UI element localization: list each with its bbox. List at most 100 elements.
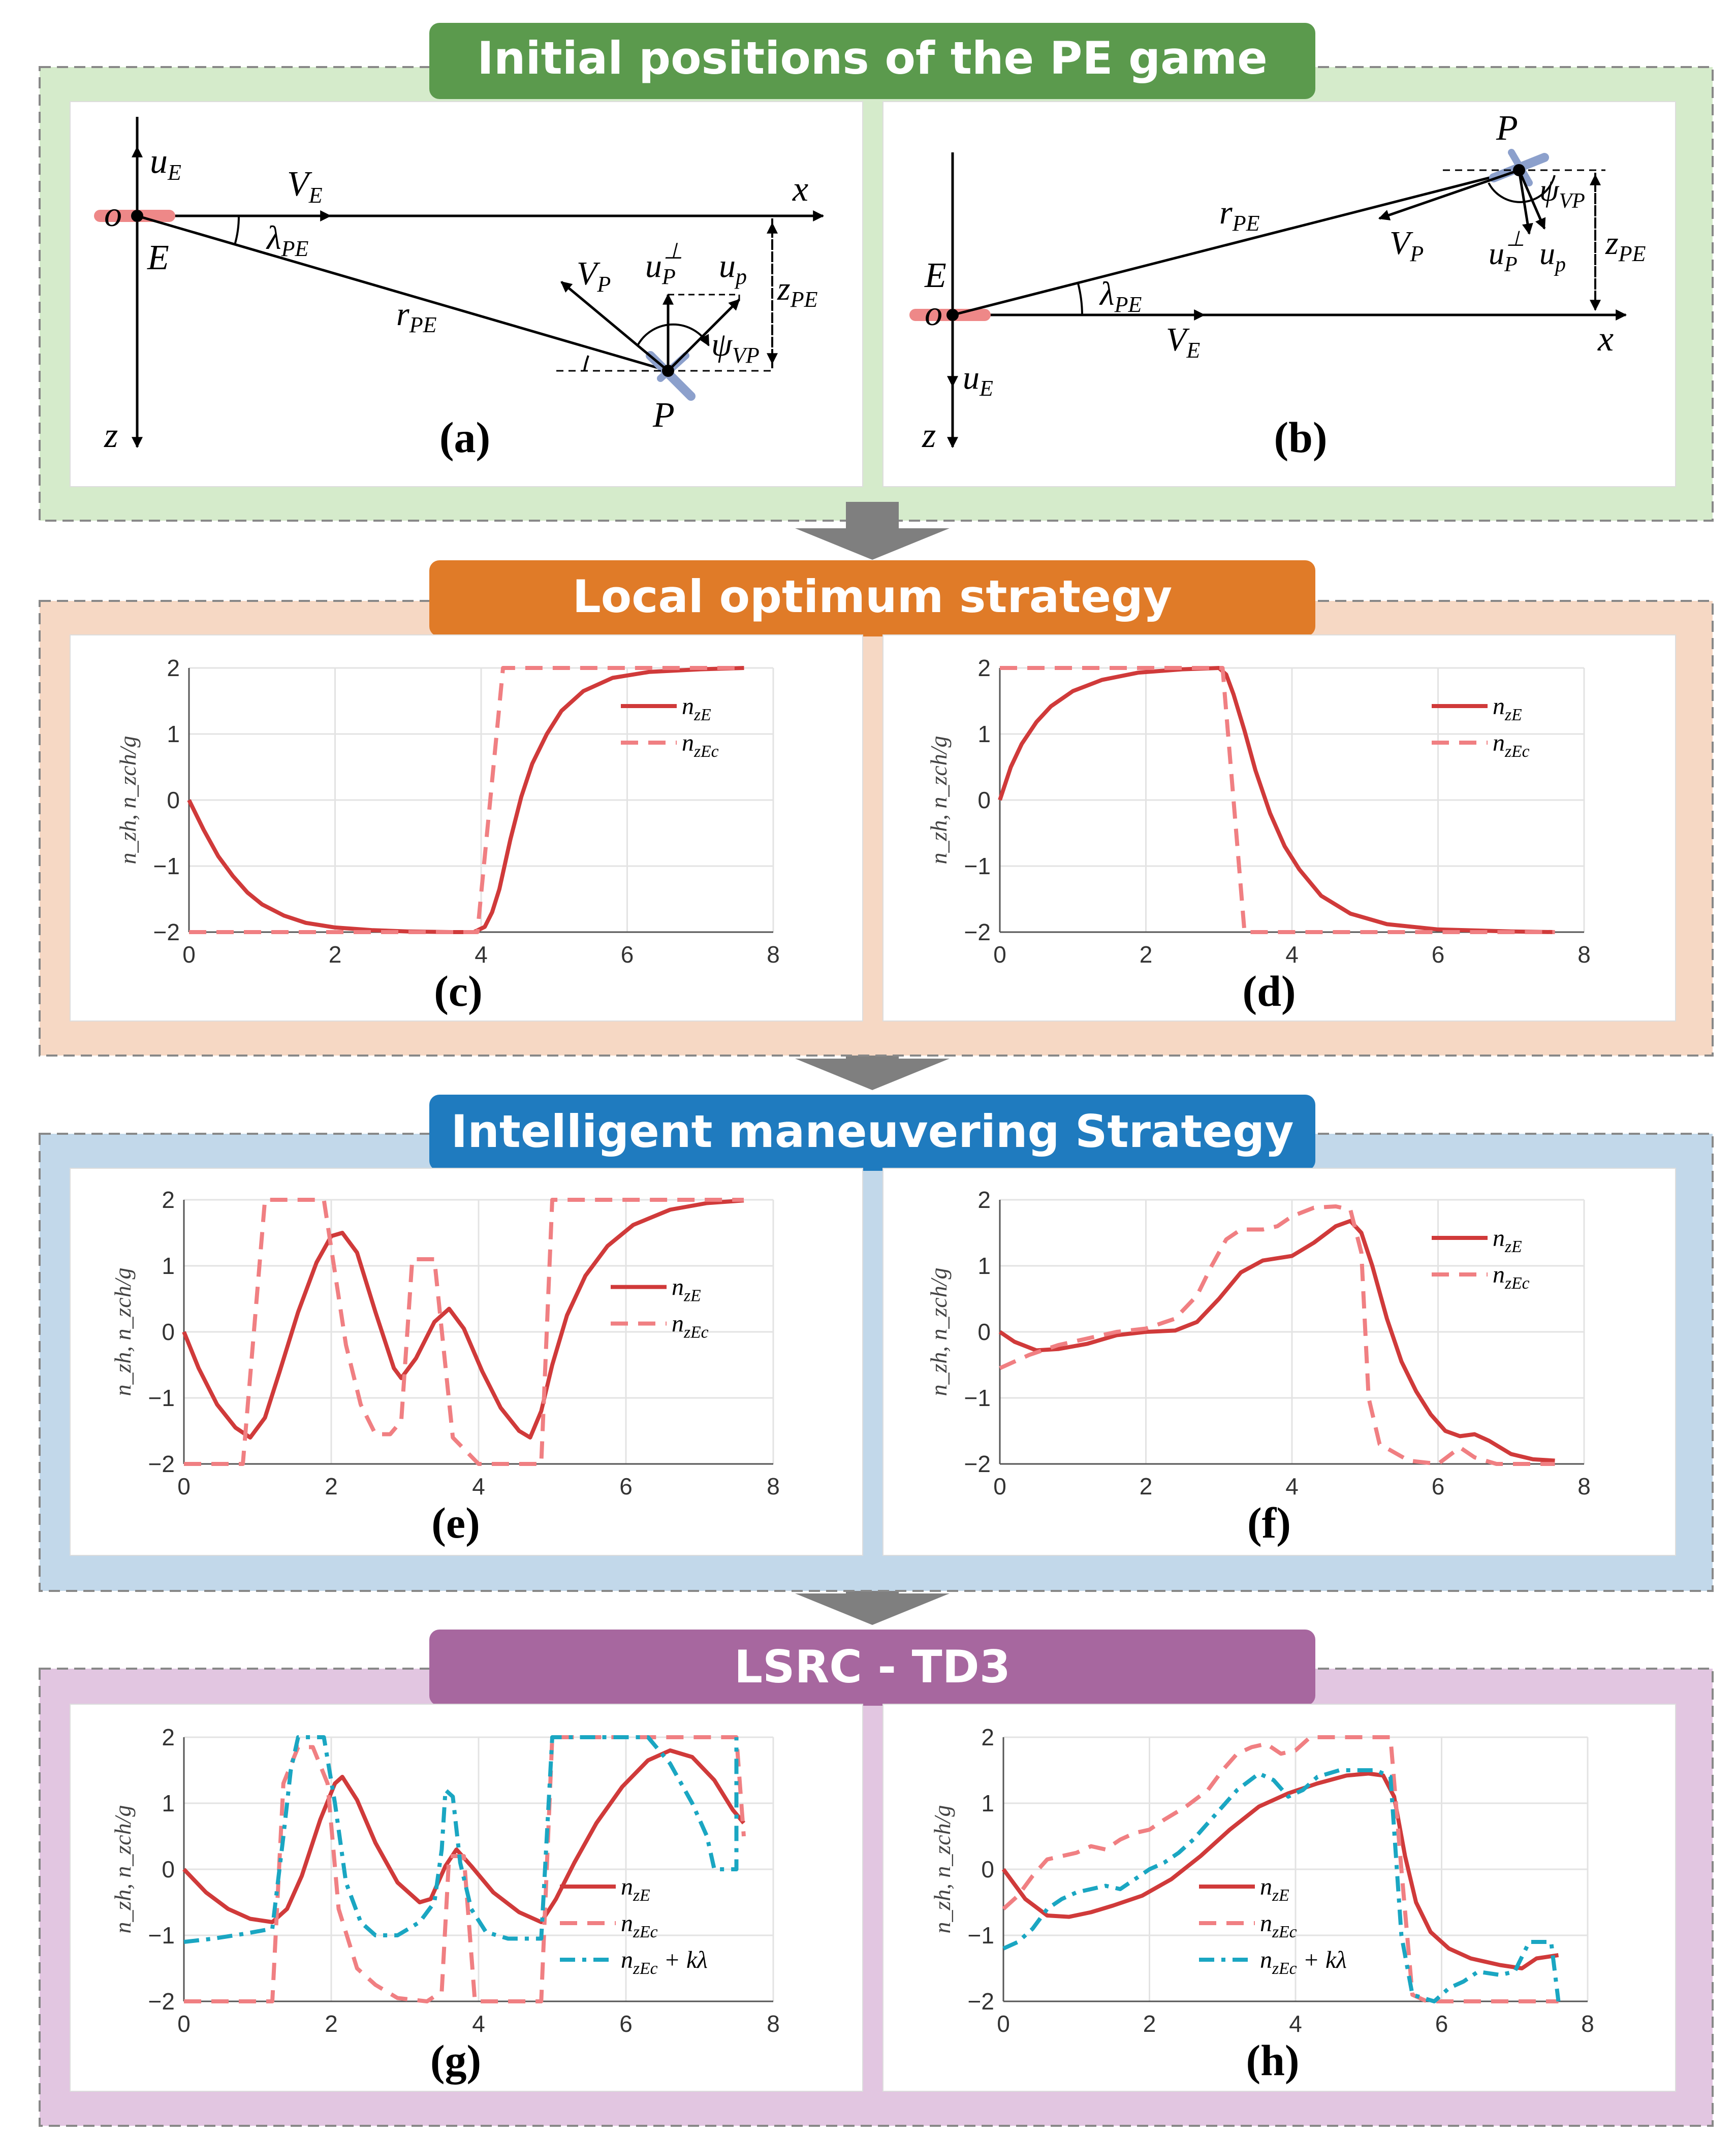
- x-tick-label: 2: [1140, 1473, 1153, 1499]
- x-tick-label: 8: [1577, 1473, 1591, 1499]
- svg-text:up: up: [719, 247, 747, 289]
- x-tick-label: 4: [475, 941, 488, 968]
- panel-label-a: (a): [439, 413, 490, 462]
- series-line-nzEc: [1000, 666, 1555, 934]
- series-line-nzE: [998, 666, 1555, 934]
- x-tick-label: 2: [329, 941, 342, 968]
- chart-f: 0 2 4 6 8 2 1 0 −1 −2 n_zh, n_zch/g nzE nzEc (f): [926, 1187, 1591, 1547]
- y-tick-label: −2: [148, 1451, 175, 1477]
- y-tick-label: 2: [977, 655, 991, 681]
- chart-legend: nzE nzEc nzEc + kλ: [560, 1873, 708, 1978]
- y-tick-label: −1: [964, 1385, 991, 1411]
- panel-label-h: (h): [1246, 2036, 1299, 2085]
- panel-a: uE VE x o E λPE rPE VP uP⊥ up zPE ψVP P …: [70, 101, 863, 487]
- chart-d: 0 2 4 6 8 2 1 0 −1 −2 n_zh, n_zch/g nzE nzEc (d): [926, 655, 1591, 1015]
- series-line-nzEc: [189, 666, 744, 934]
- x-tick-label: 8: [1581, 2011, 1594, 2037]
- svg-text:up: up: [1539, 237, 1566, 276]
- panel-label-f: (f): [1247, 1498, 1291, 1547]
- x-tick-label: 6: [619, 2011, 633, 2037]
- legend-label: nzEc: [682, 729, 719, 761]
- series-line-nzE: [182, 1748, 746, 1924]
- flow-arrow-1: [795, 502, 950, 560]
- legend-label: nzEc + kλ: [1260, 1946, 1347, 1978]
- x-tick-label: 0: [177, 1473, 191, 1499]
- series-line-nzEc: [184, 1198, 744, 1466]
- x-tick-label: 8: [1577, 941, 1591, 968]
- svg-text:rPE: rPE: [396, 296, 437, 337]
- x-tick-label: 4: [1285, 1473, 1299, 1499]
- x-tick-label: 2: [1140, 941, 1153, 968]
- y-tick-label: −2: [968, 1988, 994, 2015]
- charts-layer: 0 2 4 6 8 2 1 0 −1 −2 n_zh, n_zch/g nzE nzEc (c) 0 2 4 6 8…: [110, 655, 1594, 2085]
- y-axis-label: n_zh, n_zch/g: [110, 1268, 136, 1396]
- section-title-lsrc: LSRC - TD3: [734, 1641, 1011, 1693]
- legend-label: nzEc: [1493, 1261, 1530, 1293]
- x-tick-label: 6: [619, 1473, 633, 1499]
- series-line-nzEc: [999, 1204, 1555, 1466]
- series-line-nzE: [1001, 1771, 1559, 1970]
- y-tick-label: 1: [981, 1790, 994, 1816]
- x-tick-label: 8: [767, 1473, 780, 1499]
- y-tick-label: −1: [148, 1922, 175, 1949]
- legend-label: nzE: [1260, 1873, 1289, 1905]
- legend-label: nzE: [682, 693, 711, 724]
- svg-text:uP⊥: uP⊥: [1489, 228, 1525, 276]
- x-tick-label: 4: [472, 2011, 485, 2037]
- legend-label: nzEc: [1493, 729, 1530, 761]
- panel-label-c: (c): [434, 967, 482, 1015]
- y-tick-label: 1: [977, 1253, 991, 1279]
- x-tick-label: 2: [325, 1473, 338, 1499]
- series-line-nzEck: [1002, 1768, 1561, 2003]
- x-tick-label: 0: [993, 1473, 1006, 1499]
- x-tick-label: 8: [767, 2011, 780, 2037]
- svg-text:zPE: zPE: [777, 270, 818, 312]
- x-tick-label: 6: [1432, 1473, 1445, 1499]
- chart-legend: nzE nzEc: [1432, 1225, 1530, 1293]
- section-local-optimum: Local optimum strategy: [39, 560, 1714, 1057]
- y-tick-label: 0: [162, 1319, 175, 1345]
- y-tick-label: 1: [162, 1790, 175, 1816]
- y-axis-label: n_zh, n_zch/g: [110, 1805, 136, 1934]
- x-tick-label: 0: [177, 2011, 191, 2037]
- section-title-local: Local optimum strategy: [573, 570, 1173, 623]
- series-line-nzEck: [183, 1735, 739, 1944]
- section-title-intelligent: Intelligent maneuvering Strategy: [451, 1105, 1294, 1158]
- x-tick-label: 6: [621, 941, 634, 968]
- chart-legend: nzE nzEc nzEc + kλ: [1199, 1873, 1347, 1978]
- y-tick-label: −2: [964, 1451, 991, 1477]
- svg-text:λPE: λPE: [1099, 275, 1142, 317]
- svg-text:z: z: [104, 416, 118, 455]
- svg-text:λPE: λPE: [266, 219, 308, 261]
- legend-label: nzEc + kλ: [621, 1946, 708, 1978]
- legend-label: nzE: [621, 1873, 650, 1905]
- x-tick-label: 4: [1285, 941, 1299, 968]
- series-line-nzEc: [184, 1735, 746, 2003]
- svg-text:P: P: [1496, 109, 1518, 148]
- y-tick-label: 2: [977, 1187, 991, 1213]
- legend-label: nzE: [672, 1274, 701, 1305]
- chart-h: 0 2 4 6 8 2 1 0 −1 −2 n_zh, n_zch/g nzE nzEc nzEc + k…: [929, 1724, 1594, 2085]
- svg-text:uE: uE: [963, 359, 993, 401]
- legend-label: nzE: [1493, 1225, 1522, 1256]
- x-tick-label: 2: [1143, 2011, 1156, 2037]
- svg-text:ψVP: ψVP: [1539, 173, 1585, 213]
- svg-text:o: o: [925, 294, 942, 333]
- y-tick-label: −1: [148, 1385, 175, 1411]
- chart-legend: nzE nzEc: [621, 693, 719, 761]
- evader-aircraft-icon: [909, 309, 991, 321]
- panel-label-b: (b): [1274, 413, 1327, 462]
- x-tick-label: 8: [767, 941, 780, 968]
- panel-label-e: (e): [431, 1498, 480, 1547]
- y-tick-label: 1: [167, 721, 180, 747]
- panel-label-g: (g): [430, 2036, 481, 2085]
- section-title-initial: Initial positions of the PE game: [477, 32, 1268, 84]
- series-line-nzE: [182, 1198, 744, 1440]
- y-tick-label: 2: [162, 1724, 175, 1750]
- y-tick-label: −2: [153, 919, 180, 945]
- y-axis-label: n_zh, n_zch/g: [929, 1805, 955, 1934]
- svg-text:x: x: [1597, 320, 1614, 359]
- section-lsrc-td3: LSRC - TD3: [39, 1630, 1714, 2127]
- svg-text:E: E: [924, 256, 946, 295]
- panel-label-d: (d): [1242, 967, 1296, 1015]
